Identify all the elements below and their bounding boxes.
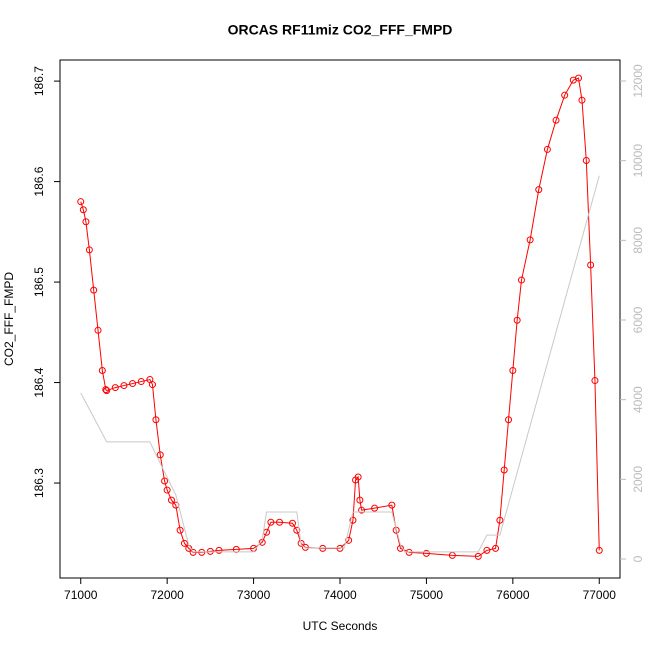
data-point	[595, 546, 603, 554]
data-point	[474, 552, 482, 560]
data-point	[276, 518, 284, 526]
y2-tick-label: 6000	[631, 306, 645, 333]
y2-tick-label: 4000	[631, 386, 645, 413]
data-point	[163, 486, 171, 494]
data-point	[509, 366, 517, 374]
y-tick-label: 186.7	[32, 66, 46, 96]
data-point	[535, 186, 543, 194]
data-point	[111, 384, 119, 392]
data-point	[517, 276, 525, 284]
y-tick-label: 186.6	[32, 166, 46, 196]
data-point	[388, 501, 396, 509]
data-point	[526, 236, 534, 244]
data-point	[189, 548, 197, 556]
data-point	[371, 504, 379, 512]
data-point	[267, 518, 275, 526]
y-tick-label: 186.3	[32, 468, 46, 498]
data-point	[336, 544, 344, 552]
y-tick-label: 186.4	[32, 367, 46, 397]
y2-tick-label: 0	[631, 555, 645, 562]
x-tick-label: 73000	[237, 588, 271, 602]
data-point	[405, 548, 413, 556]
data-point	[448, 551, 456, 559]
data-point	[552, 116, 560, 124]
y2-tick-label: 2000	[631, 466, 645, 493]
data-point	[176, 526, 184, 534]
x-tick-label: 77000	[583, 588, 617, 602]
data-point	[85, 246, 93, 254]
data-point	[90, 286, 98, 294]
data-point	[354, 473, 362, 481]
data-point	[77, 198, 85, 206]
data-point	[496, 516, 504, 524]
data-point	[148, 381, 156, 389]
data-point	[103, 387, 111, 395]
x-tick-label: 71000	[64, 588, 98, 602]
data-point	[156, 451, 164, 459]
data-point	[232, 545, 240, 553]
data-point	[505, 416, 513, 424]
data-point	[288, 519, 296, 527]
data-point	[215, 546, 223, 554]
data-point	[102, 386, 110, 394]
data-point	[422, 549, 430, 557]
data-point	[180, 539, 188, 547]
data-point	[578, 96, 586, 104]
x-tick-label: 72000	[150, 588, 184, 602]
y-tick-label: 186.5	[32, 267, 46, 297]
data-point	[167, 496, 175, 504]
data-point	[358, 506, 366, 514]
data-point	[356, 496, 364, 504]
data-point	[297, 539, 305, 547]
data-point	[513, 316, 521, 324]
x-axis-label: UTC Seconds	[303, 619, 378, 633]
data-point	[137, 378, 145, 386]
data-point	[591, 377, 599, 385]
data-point	[120, 382, 128, 390]
data-point	[94, 326, 102, 334]
data-point	[293, 526, 301, 534]
data-point	[79, 206, 87, 214]
data-point	[161, 477, 169, 485]
data-point	[500, 466, 508, 474]
y2-tick-label: 12000	[631, 64, 645, 98]
data-point	[561, 91, 569, 99]
data-point	[582, 156, 590, 164]
y2-tick-label: 10000	[631, 144, 645, 178]
data-point	[483, 546, 491, 554]
data-point	[152, 416, 160, 424]
data-point	[587, 261, 595, 269]
chart-title: ORCAS RF11miz CO2_FFF_FMPD	[228, 22, 453, 38]
data-point	[543, 145, 551, 153]
y2-tick-label: 8000	[631, 227, 645, 254]
data-point	[82, 218, 90, 226]
data-point	[492, 544, 500, 552]
x-tick-label: 75000	[410, 588, 444, 602]
x-tick-label: 76000	[496, 588, 530, 602]
y-axis-label: CO2_FFF_FMPD	[2, 272, 16, 366]
data-point	[198, 548, 206, 556]
data-point	[98, 366, 106, 374]
data-point	[319, 544, 327, 552]
data-point	[349, 516, 357, 524]
data-point	[575, 74, 583, 82]
data-point	[129, 380, 137, 388]
x-tick-label: 74000	[323, 588, 357, 602]
altitude-line	[80, 175, 600, 553]
